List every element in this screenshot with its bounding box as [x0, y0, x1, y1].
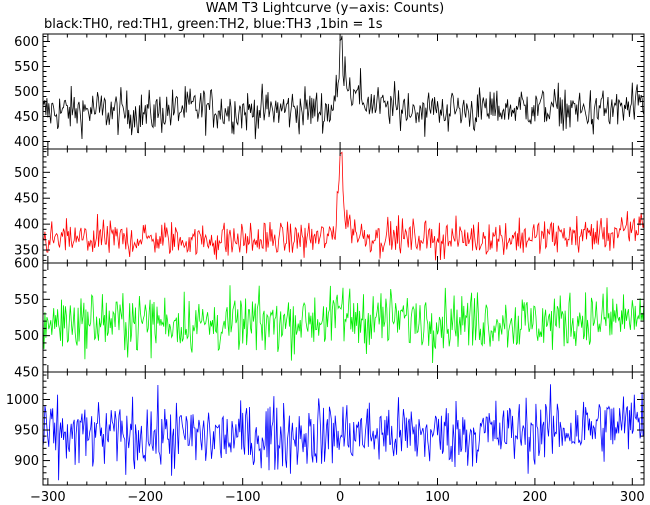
series-line-th3 — [43, 384, 644, 481]
y-tick-label: 550 — [14, 293, 39, 308]
y-tick-label: 550 — [14, 60, 39, 75]
y-tick-label: 500 — [14, 85, 39, 100]
x-tick-label: −200 — [127, 490, 163, 505]
y-tick-label: 400 — [14, 218, 39, 233]
x-tick-label: 300 — [620, 490, 645, 505]
y-tick-label: 350 — [14, 244, 39, 259]
series-line-th1 — [43, 151, 644, 261]
x-tick-label: 100 — [425, 490, 450, 505]
panel-group: 4004505005506003504004505004505005506009… — [6, 33, 645, 486]
series-line-th2 — [43, 285, 644, 364]
x-tick-label: 0 — [336, 490, 344, 505]
series-line-th0 — [43, 35, 644, 140]
y-tick-label: 600 — [14, 35, 39, 50]
panel-th3: 900 950 1000 — [6, 371, 645, 486]
panel-frame — [42, 33, 645, 150]
y-tick-label: 600 — [14, 257, 39, 272]
x-tick-label: −100 — [225, 490, 261, 505]
y-tick-label: 950 — [14, 424, 39, 439]
panel-th0: 400 450 500 550 600 — [14, 33, 645, 150]
y-tick-label: 1000 — [6, 393, 39, 408]
y-tick-label: 500 — [14, 166, 39, 181]
y-tick-label: 900 — [14, 454, 39, 469]
x-axis: −300 −200 −100 0 100 200 300 — [30, 490, 645, 505]
y-tick-label: 400 — [14, 135, 39, 150]
panel-th2: 450 500 550 600 — [14, 257, 645, 381]
panel-th1: 350 400 450 500 — [14, 148, 645, 264]
chart-title: WAM T3 Lightcurve (y−axis: Counts) — [205, 1, 445, 16]
x-tick-label: 200 — [522, 490, 547, 505]
chart-subtitle: black:TH0, red:TH1, green:TH2, blue:TH3 … — [44, 17, 383, 32]
panel-frame — [42, 148, 645, 264]
y-tick-label: 500 — [14, 329, 39, 344]
y-tick-label: 450 — [14, 110, 39, 125]
y-tick-label: 450 — [14, 366, 39, 381]
x-tick-label: −300 — [30, 490, 66, 505]
panel-frame — [42, 371, 645, 486]
y-tick-label: 450 — [14, 192, 39, 207]
